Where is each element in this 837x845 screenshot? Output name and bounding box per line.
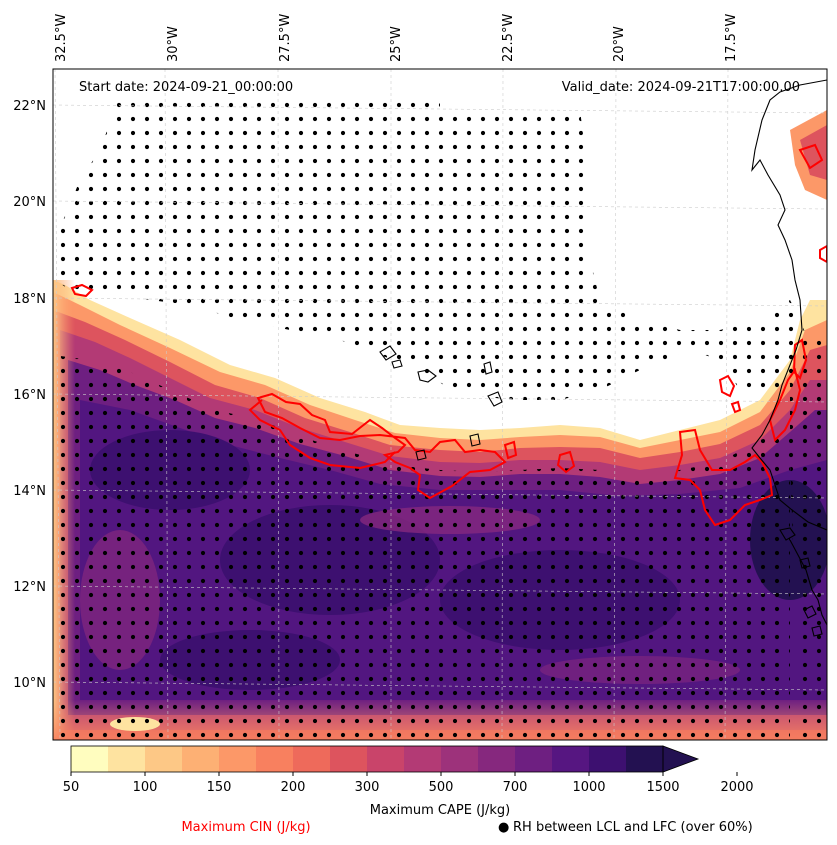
colorbar-tick-label: 1000 xyxy=(572,780,605,795)
colorbar-segment xyxy=(145,746,183,772)
colorbar-segment xyxy=(367,746,405,772)
bijagos-islands xyxy=(779,527,823,637)
gridline-lon xyxy=(164,69,169,740)
latitude-labels: 22°N 20°N 18°N 16°N 14°N 12°N 10°N xyxy=(13,99,46,691)
lon-label: 20°W xyxy=(612,26,627,62)
colorbar-segment xyxy=(441,746,479,772)
gridline-lon xyxy=(54,69,61,740)
cin-contour-secondary xyxy=(248,399,396,470)
colorbar-tick-label: 150 xyxy=(207,780,232,795)
lon-label: 17.5°W xyxy=(724,14,739,62)
cin-contour-coast xyxy=(768,367,802,442)
colorbar-tick-label: 50 xyxy=(63,780,80,795)
cin-contour-east xyxy=(673,428,774,527)
colorbar-segment xyxy=(589,746,627,772)
rh-legend-label: RH between LCL and LFC (over 60%) xyxy=(513,820,753,835)
start-date-label: Start date: 2024-09-21_00:00:00 xyxy=(79,80,293,95)
gridline-lon xyxy=(613,69,617,740)
longitude-labels: 32.5°W 30°W 27.5°W 25°W 22.5°W 20°W 17.5… xyxy=(54,14,739,62)
rh-stipple-north xyxy=(55,95,810,400)
gridline-lon xyxy=(724,69,729,740)
colorbar-segment xyxy=(515,746,553,772)
gridlines xyxy=(53,69,827,740)
cape-verde-island-4 xyxy=(483,361,493,375)
colorbar-segment xyxy=(219,746,257,772)
colorbar-tick-label: 500 xyxy=(429,780,454,795)
lat-label: 12°N xyxy=(13,580,46,595)
cape-verde-island-7 xyxy=(469,433,481,447)
cape-verde-island-3 xyxy=(417,369,437,383)
lat-label: 14°N xyxy=(13,484,46,499)
cape-verde-island-2 xyxy=(391,359,403,369)
cin-legend-label: Maximum CIN (J/kg) xyxy=(181,820,310,835)
colorbar-label: Maximum CAPE (J/kg) xyxy=(370,803,510,818)
colorbar-tick-label: 2000 xyxy=(720,780,753,795)
cin-contour-main xyxy=(256,392,507,500)
colorbar-segment xyxy=(478,746,516,772)
coastlines xyxy=(379,79,827,637)
lon-label: 25°W xyxy=(389,26,404,62)
colorbar-segment xyxy=(293,746,331,772)
colorbar-segment xyxy=(256,746,294,772)
colorbar-extend-arrow xyxy=(662,745,700,773)
cin-contour-coast-north xyxy=(792,338,808,380)
cape-ne-patch-inner xyxy=(800,125,827,180)
rh-legend-marker: ● xyxy=(498,820,509,835)
lon-label: 30°W xyxy=(166,26,181,62)
colorbar-segment xyxy=(182,746,220,772)
cape-verde-island-1 xyxy=(379,345,397,361)
gridline-lon xyxy=(277,69,280,740)
colorbar-segment xyxy=(404,746,442,772)
colorbar-segment xyxy=(626,746,664,772)
rh-stipple-south xyxy=(53,355,790,740)
cin-contour-east-edge xyxy=(819,244,827,264)
lon-label: 27.5°W xyxy=(278,14,293,62)
cin-contour-small-2 xyxy=(730,400,742,414)
colorbar-tick-label: 200 xyxy=(281,780,306,795)
cin-contour-west-blob xyxy=(70,283,94,298)
lat-label: 10°N xyxy=(13,676,46,691)
map-panel xyxy=(53,69,827,740)
rh-stipple xyxy=(53,95,827,740)
lon-label: 22.5°W xyxy=(501,14,516,62)
cape-verde-island-6 xyxy=(415,449,427,461)
colorbar-tick-label: 300 xyxy=(355,780,380,795)
cin-contours xyxy=(70,143,827,527)
cin-contour-ne xyxy=(798,143,824,170)
lat-label: 16°N xyxy=(13,388,46,403)
cape-verde-island-5 xyxy=(487,391,503,407)
colorbar-segment xyxy=(108,746,146,772)
colorbar-segment xyxy=(71,746,109,772)
valid-date-label: Valid_date: 2024-09-21T17:00:00.00 xyxy=(562,80,800,95)
colorbar-tick-label: 100 xyxy=(133,780,158,795)
africa-coastline-south xyxy=(789,539,827,626)
cin-contour-small-4 xyxy=(503,440,518,460)
lon-label: 32.5°W xyxy=(54,14,69,62)
gridline-lon xyxy=(501,69,504,740)
rh-stipple-east-coast xyxy=(790,330,827,740)
lat-label: 18°N xyxy=(13,292,46,307)
colorbar-tick-label: 700 xyxy=(503,780,528,795)
colorbar xyxy=(70,745,700,773)
colorbar-tick-label: 1500 xyxy=(646,780,679,795)
colorbar-ticks: 50 100 150 200 300 500 700 1000 1500 2000 xyxy=(63,772,754,795)
africa-coastline xyxy=(751,79,827,531)
cin-contour-small-3 xyxy=(556,450,576,474)
lat-label: 22°N xyxy=(13,99,46,114)
colorbar-segment xyxy=(552,746,590,772)
map-border xyxy=(52,68,828,741)
colorbar-segment xyxy=(330,746,368,772)
cin-contour-small-1 xyxy=(718,374,736,398)
lat-label: 20°N xyxy=(13,195,46,210)
